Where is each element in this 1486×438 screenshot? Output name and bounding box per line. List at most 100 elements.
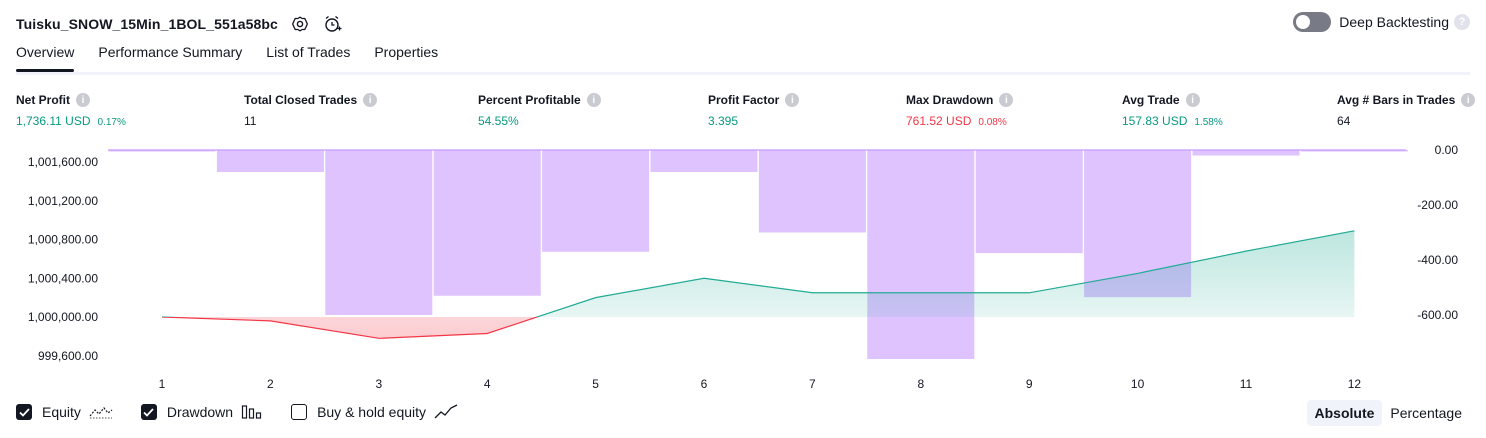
- tab-properties[interactable]: Properties: [374, 44, 439, 60]
- legend-equity[interactable]: Equity: [16, 404, 113, 420]
- y-left-tick-label: 1,001,200.00: [28, 194, 98, 208]
- x-tick-label: 1: [159, 377, 166, 391]
- metric-total-closed-trades: Total Closed Trades i 11: [244, 93, 378, 128]
- x-tick-label: 6: [701, 377, 708, 391]
- equity-line-positive: [162, 230, 1355, 317]
- drawdown-bar: [867, 150, 975, 359]
- equity-line-negative: [161, 317, 539, 339]
- x-tick-label: 7: [809, 377, 816, 391]
- alarm-add-icon[interactable]: [322, 14, 342, 34]
- x-tick-label: 5: [592, 377, 599, 391]
- metric-net-profit: Net Profit i 1,736.11 USD 0.17%: [16, 93, 126, 128]
- x-tick-label: 3: [375, 377, 382, 391]
- legend-label: Buy & hold equity: [317, 404, 427, 420]
- chart-legend: Equity Drawdown Buy & hold equity: [16, 404, 486, 420]
- metric-percent-profitable: Percent Profitable i 54.55%: [478, 93, 601, 128]
- y-right-tick-label: -200.00: [1417, 198, 1458, 212]
- metric-label: Avg Trade: [1122, 93, 1180, 107]
- equity-checkbox[interactable]: [16, 404, 32, 420]
- deep-backtesting: Deep Backtesting ?: [1293, 12, 1470, 32]
- metric-percent: 0.08%: [978, 117, 1007, 128]
- drawdown-bars: [108, 149, 1408, 359]
- equity-area: [162, 230, 1355, 339]
- y-right-tick-label: -600.00: [1417, 308, 1458, 322]
- x-tick-label: 10: [1131, 377, 1145, 391]
- info-icon[interactable]: i: [1185, 93, 1200, 107]
- tab-overview[interactable]: Overview: [16, 44, 75, 72]
- metric-label: Max Drawdown: [906, 93, 994, 107]
- drawdown-bar: [325, 150, 433, 315]
- tab-list-of-trades[interactable]: List of Trades: [266, 44, 351, 60]
- y-left-tick-label: 999,600.00: [38, 349, 98, 363]
- info-icon[interactable]: i: [785, 93, 800, 107]
- legend-label: Equity: [42, 404, 81, 420]
- toggle-knob: [1296, 15, 1311, 29]
- metric-value: 11: [244, 114, 257, 128]
- y-axis-left: 1,001,600.00 1,001,200.00 1,000,800.00 1,00…: [28, 155, 98, 363]
- drawdown-bar: [542, 150, 650, 252]
- y-left-tick-label: 1,001,600.00: [28, 155, 98, 169]
- metrics-row: Net Profit i 1,736.11 USD 0.17% Total Clos…: [16, 93, 1476, 133]
- legend-drawdown[interactable]: Drawdown: [140, 404, 263, 420]
- equity-line-icon: [89, 404, 113, 420]
- info-icon[interactable]: i: [363, 93, 378, 107]
- metric-label: Total Closed Trades: [244, 93, 358, 107]
- x-tick-label: 12: [1348, 377, 1362, 391]
- drawdown-bar: [1192, 150, 1300, 156]
- drawdown-bar: [650, 150, 758, 172]
- x-tick-label: 9: [1026, 377, 1033, 391]
- y-left-tick-label: 1,000,800.00: [28, 233, 98, 247]
- equity-area-positive: [162, 230, 1355, 317]
- absolute-button[interactable]: Absolute: [1306, 400, 1383, 426]
- metric-profit-factor: Profit Factor i 3.395: [708, 93, 800, 128]
- tab-performance-summary[interactable]: Performance Summary: [98, 44, 243, 60]
- x-tick-label: 11: [1240, 377, 1253, 391]
- metric-label: Avg # Bars in Trades: [1337, 93, 1456, 107]
- drawdown-bar: [216, 150, 324, 172]
- metric-avg-bars-in-trades: Avg # Bars in Trades i 64: [1337, 93, 1476, 128]
- y-left-tick-label: 1,000,400.00: [28, 271, 98, 285]
- info-icon[interactable]: i: [1461, 93, 1476, 107]
- report-tabs: Overview Performance Summary List of Tra…: [16, 44, 462, 72]
- metric-value: 157.83 USD: [1122, 114, 1188, 128]
- metric-value: 761.52 USD: [906, 114, 972, 128]
- metric-percent: 0.17%: [97, 117, 126, 128]
- tabs-divider: [16, 72, 1470, 75]
- equity-area-negative: [162, 317, 1355, 339]
- x-tick-label: 8: [917, 377, 924, 391]
- legend-buy-hold-equity[interactable]: Buy & hold equity: [291, 404, 458, 420]
- gear-icon[interactable]: [290, 14, 310, 34]
- deep-backtesting-toggle[interactable]: [1293, 12, 1332, 32]
- drawdown-bar: [975, 150, 1083, 254]
- y-left-tick-label: 1,000,000.00: [28, 310, 98, 324]
- drawdown-bar: [433, 150, 541, 296]
- strategy-title: Tuisku_SNOW_15Min_1BOL_551a58bc: [16, 16, 278, 32]
- drawdown-bars-icon: [241, 404, 263, 420]
- metric-value: 1,736.11 USD: [16, 114, 91, 128]
- report-header: Tuisku_SNOW_15Min_1BOL_551a58bc: [16, 12, 342, 36]
- drawdown-bar: [1300, 150, 1408, 152]
- question-icon[interactable]: ?: [1454, 14, 1470, 30]
- drawdown-checkbox[interactable]: [140, 404, 157, 420]
- metric-label: Profit Factor: [708, 93, 780, 107]
- x-tick-label: 4: [484, 377, 491, 391]
- buy-hold-line-icon: [434, 404, 458, 420]
- info-icon[interactable]: i: [76, 93, 90, 107]
- percentage-button[interactable]: Percentage: [1390, 405, 1462, 421]
- y-right-tick-label: -400.00: [1417, 253, 1458, 267]
- metric-value: 54.55%: [478, 114, 519, 128]
- metric-percent: 1.58%: [1194, 117, 1223, 128]
- buy-hold-checkbox[interactable]: [291, 404, 308, 420]
- info-icon[interactable]: i: [999, 93, 1014, 107]
- metric-value: 3.395: [708, 114, 739, 128]
- x-tick-label: 2: [267, 377, 274, 391]
- metric-avg-trade: Avg Trade i 157.83 USD 1.58%: [1122, 93, 1223, 128]
- metric-label: Percent Profitable: [478, 93, 581, 107]
- x-axis: 1 2 3 4 5 6 7 8 9 10 11 12: [159, 377, 1362, 391]
- drawdown-bar: [108, 150, 216, 152]
- deep-backtesting-label: Deep Backtesting: [1339, 14, 1449, 30]
- y-axis-right: 0.00 -200.00 -400.00 -600.00: [1417, 143, 1458, 322]
- equity-line: [161, 230, 1355, 339]
- info-icon[interactable]: i: [586, 93, 601, 107]
